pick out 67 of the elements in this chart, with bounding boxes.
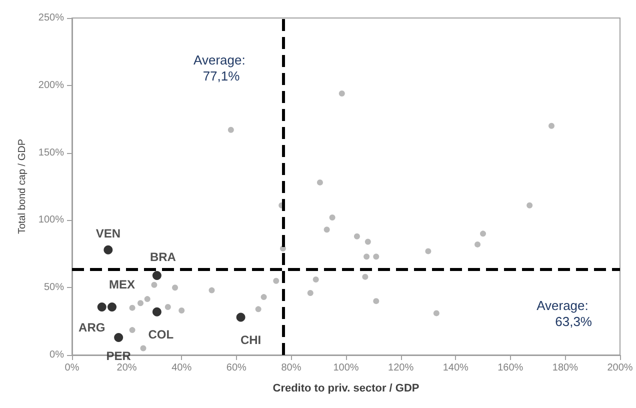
point: [228, 126, 234, 133]
point: [548, 122, 554, 129]
data-label: CHI: [240, 332, 262, 347]
point: [152, 270, 162, 280]
point: [208, 287, 215, 294]
y-tick-label: 0%: [50, 350, 64, 360]
point: [236, 312, 246, 322]
x-tick-label: 20%: [116, 362, 137, 374]
point: [433, 310, 440, 316]
point: [178, 308, 185, 314]
point: [307, 290, 314, 296]
y-tick-label: 100%: [38, 214, 64, 226]
x-tick-label: 0%: [64, 362, 80, 374]
data-label: COL: [148, 327, 174, 342]
x-tick-label: 160%: [498, 362, 524, 374]
point: [312, 276, 319, 283]
x-axis-title: Credito to priv. sector / GDP: [272, 382, 420, 394]
point: [152, 307, 162, 316]
point: [129, 304, 136, 311]
point: [474, 241, 481, 248]
point: [140, 345, 146, 352]
point: [338, 90, 345, 96]
point: [129, 327, 136, 334]
data-label: VEN: [96, 226, 121, 240]
point: [260, 294, 267, 300]
point: [114, 332, 124, 342]
point: [255, 306, 262, 312]
point: [373, 298, 380, 304]
x-tick-label: 120%: [388, 362, 414, 374]
point: [164, 304, 171, 310]
y-tick-label: 200%: [38, 80, 64, 91]
point: [97, 302, 106, 312]
point: [108, 302, 117, 312]
point: [354, 233, 360, 240]
ref-line-label: Average: 63,3%: [536, 298, 592, 330]
x-tick-label: 60%: [226, 362, 247, 374]
y-tick-label: 250%: [38, 12, 64, 24]
point: [324, 226, 330, 233]
point: [373, 254, 380, 260]
y-tick-label: 50%: [44, 282, 64, 294]
data-label: BRA: [150, 250, 176, 264]
point: [273, 278, 280, 284]
x-tick-label: 200%: [607, 362, 633, 374]
ref-line-label: Average: 77,1%: [194, 52, 249, 84]
point: [362, 274, 368, 280]
data-label: PER: [106, 348, 132, 363]
point: [104, 245, 113, 254]
point: [172, 284, 178, 291]
y-axis-title: Total bond cap / GDP: [17, 138, 28, 234]
point: [364, 254, 370, 260]
data-label: MEX: [108, 278, 136, 292]
point: [144, 296, 150, 302]
point: [138, 300, 144, 306]
x-tick-label: 40%: [172, 362, 192, 374]
x-tick-label: 140%: [442, 362, 468, 374]
point: [425, 248, 432, 254]
point: [480, 230, 486, 237]
point: [316, 179, 323, 186]
point: [329, 214, 336, 220]
x-tick-label: 180%: [552, 362, 578, 374]
y-tick-label: 150%: [38, 147, 64, 158]
x-tick-label: 100%: [333, 362, 359, 374]
data-label: ARG: [78, 320, 106, 335]
point: [151, 282, 158, 288]
point: [364, 238, 371, 245]
point: [526, 202, 533, 208]
x-tick-label: 80%: [281, 362, 302, 374]
